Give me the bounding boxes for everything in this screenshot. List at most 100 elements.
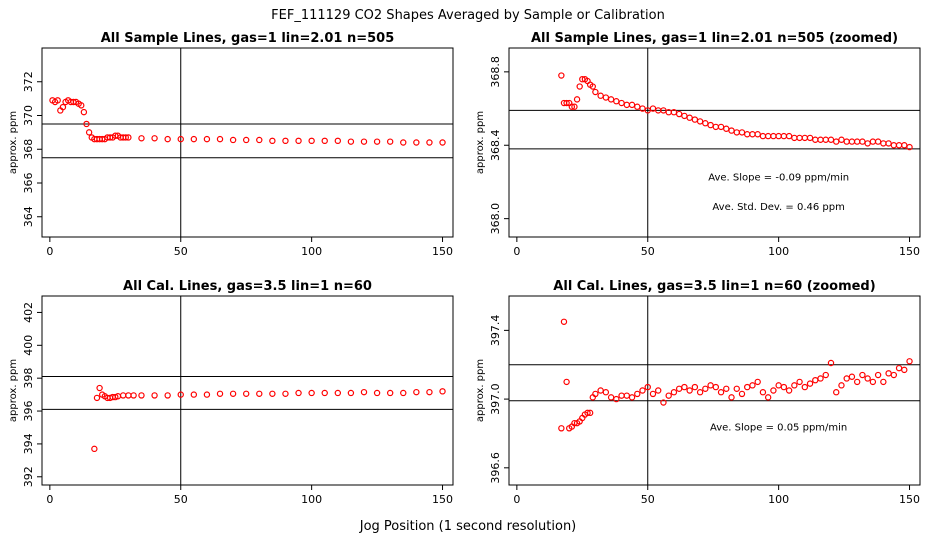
data-point	[386, 138, 394, 145]
y-axis-label: approx. ppm	[8, 359, 19, 422]
data-point	[681, 112, 688, 120]
data-point	[885, 370, 892, 377]
series-points	[49, 97, 446, 146]
data-point	[728, 127, 735, 134]
y-tick-label: 402	[22, 302, 35, 323]
data-point	[360, 138, 368, 145]
data-point	[869, 138, 877, 145]
data-point	[644, 107, 651, 114]
data-point	[906, 358, 913, 365]
data-point	[125, 134, 132, 141]
data-point	[744, 383, 751, 391]
data-point	[812, 376, 819, 384]
data-point	[717, 389, 725, 396]
y-tick-label: 372	[22, 71, 35, 92]
y-axis-label: approx. ppm	[8, 111, 19, 174]
x-tick-label: 100	[768, 493, 789, 506]
data-point	[607, 96, 615, 103]
data-point	[717, 123, 725, 131]
data-point	[890, 142, 898, 149]
y-tick-label: 364	[22, 206, 35, 227]
x-tick-label: 0	[513, 245, 520, 258]
y-tick-label: 368	[22, 139, 35, 160]
data-point	[827, 359, 835, 367]
data-point	[321, 389, 328, 397]
data-point	[203, 391, 211, 398]
data-point	[602, 389, 610, 396]
figure-title: FEF_111129 CO2 Shapes Averaged by Sample…	[271, 8, 665, 23]
data-point	[644, 383, 651, 391]
data-point	[269, 390, 276, 397]
data-point	[439, 139, 446, 146]
chart-panel-1: All Sample Lines, gas=1 lin=2.01 n=505 0 5…	[8, 31, 454, 258]
data-point	[426, 388, 433, 396]
data-point	[649, 390, 657, 398]
series-points	[91, 384, 446, 453]
y-tick-label: 368.8	[489, 56, 502, 88]
series-points	[558, 318, 913, 432]
data-point	[618, 99, 625, 107]
data-point	[321, 137, 328, 145]
data-point	[164, 392, 171, 399]
data-point	[573, 96, 581, 103]
data-point	[649, 105, 657, 112]
x-tick-label: 50	[174, 245, 188, 258]
data-point	[775, 132, 782, 140]
data-point	[151, 135, 158, 142]
data-point	[890, 371, 898, 379]
chart-panels: All Sample Lines, gas=1 lin=2.01 n=505 0 5…	[8, 31, 921, 506]
data-point	[334, 389, 342, 397]
data-point	[806, 380, 814, 387]
data-point	[151, 392, 158, 399]
data-point	[843, 138, 850, 145]
y-tick-label: 398	[22, 368, 35, 389]
data-point	[360, 388, 368, 396]
data-point	[602, 94, 610, 101]
data-point	[822, 136, 829, 143]
data-point	[712, 123, 720, 131]
data-point	[833, 138, 840, 145]
y-axis-label: approx. ppm	[475, 359, 486, 422]
data-point	[660, 399, 667, 406]
data-point	[607, 394, 615, 401]
data-point	[203, 135, 211, 143]
data-point	[623, 392, 631, 399]
data-point	[282, 137, 289, 145]
data-point	[125, 392, 132, 399]
data-point	[675, 110, 683, 118]
data-point	[256, 136, 263, 144]
data-point	[373, 138, 381, 145]
data-point	[242, 136, 250, 144]
data-point	[119, 392, 127, 399]
data-point	[282, 390, 289, 397]
data-point	[691, 383, 699, 391]
data-point	[655, 387, 662, 394]
data-point	[895, 364, 903, 372]
figure-x-axis-label: Jog Position (1 second resolution)	[359, 519, 577, 534]
data-point	[439, 388, 446, 395]
data-point	[229, 136, 237, 144]
data-point	[560, 318, 568, 325]
data-point	[373, 389, 381, 397]
data-point	[623, 101, 631, 109]
data-point	[347, 389, 355, 397]
data-point	[190, 135, 198, 143]
x-tick-label: 0	[46, 493, 53, 506]
data-point	[563, 99, 570, 107]
data-point	[864, 375, 871, 382]
data-point	[785, 132, 793, 140]
data-point	[256, 390, 263, 397]
x-tick-label: 0	[513, 493, 520, 506]
data-point	[413, 388, 420, 396]
data-point	[744, 131, 751, 138]
series-points	[558, 72, 913, 151]
data-point	[571, 103, 578, 110]
data-point	[848, 373, 856, 380]
data-point	[164, 135, 171, 143]
data-point	[592, 88, 599, 96]
x-tick-label: 50	[174, 493, 188, 506]
data-point	[592, 390, 599, 398]
data-point	[216, 135, 224, 143]
data-point	[738, 129, 746, 136]
